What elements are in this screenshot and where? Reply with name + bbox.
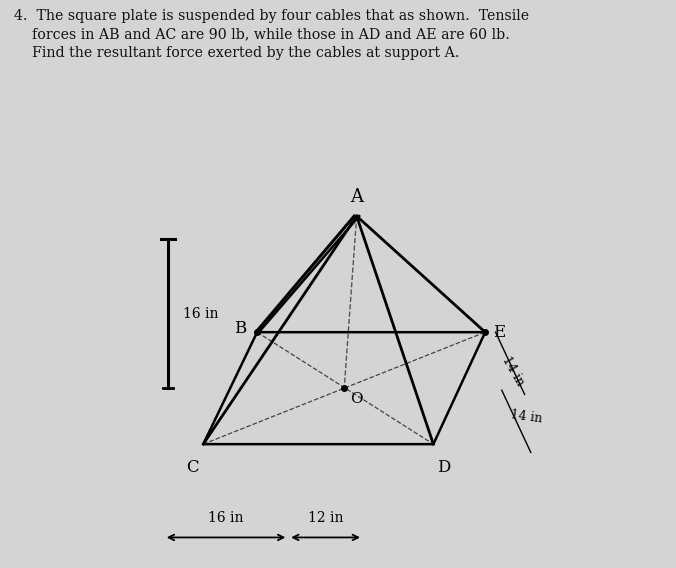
Text: O: O bbox=[350, 392, 363, 406]
Text: 14 in: 14 in bbox=[500, 354, 527, 389]
Text: E: E bbox=[493, 324, 505, 341]
Text: A: A bbox=[350, 188, 363, 206]
Text: 16 in: 16 in bbox=[208, 511, 244, 525]
Text: forces in AB and AC are 90 lb, while those in AD and AE are 60 lb.: forces in AB and AC are 90 lb, while tho… bbox=[14, 27, 510, 41]
Text: C: C bbox=[187, 459, 199, 475]
Text: 12 in: 12 in bbox=[308, 511, 343, 525]
Text: 14 in: 14 in bbox=[510, 408, 544, 426]
Text: D: D bbox=[437, 459, 451, 475]
Text: B: B bbox=[235, 320, 247, 337]
Text: Find the resultant force exerted by the cables at support A.: Find the resultant force exerted by the … bbox=[14, 46, 459, 60]
Text: 4.  The square plate is suspended by four cables that as shown.  Tensile: 4. The square plate is suspended by four… bbox=[14, 9, 529, 23]
Text: 16 in: 16 in bbox=[183, 307, 218, 320]
